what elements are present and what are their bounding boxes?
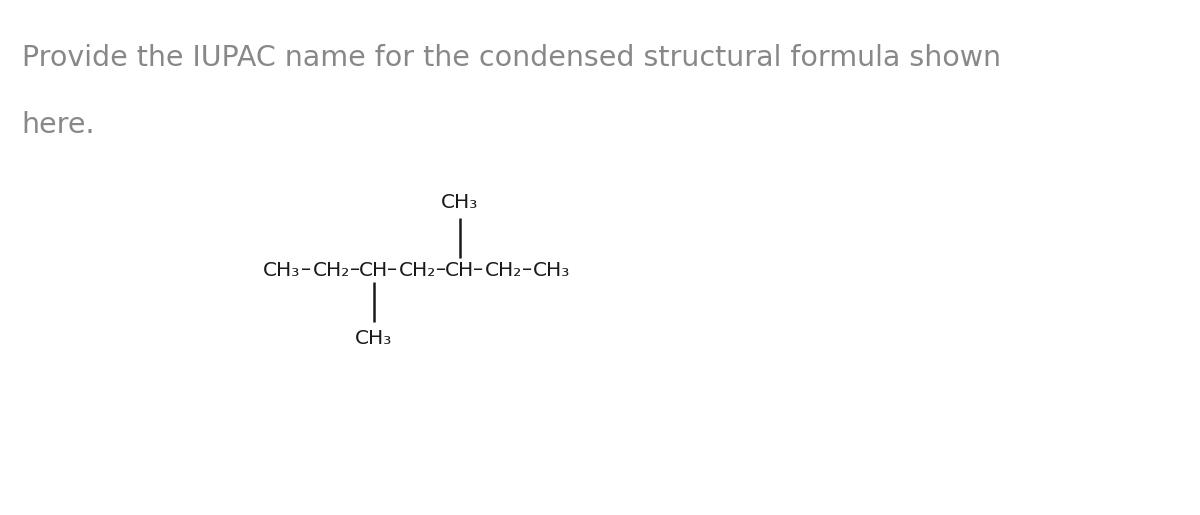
Text: CH₂: CH₂ <box>312 261 349 280</box>
Text: Provide the IUPAC name for the condensed structural formula shown: Provide the IUPAC name for the condensed… <box>22 44 1001 72</box>
Text: here.: here. <box>22 111 95 139</box>
Text: CH₂: CH₂ <box>398 261 436 280</box>
Text: –: – <box>437 261 446 280</box>
Text: –: – <box>301 261 312 280</box>
Text: CH₂: CH₂ <box>485 261 522 280</box>
Text: CH₃: CH₃ <box>263 261 301 280</box>
Text: –: – <box>350 261 360 280</box>
Text: CH: CH <box>445 261 475 280</box>
Text: –: – <box>474 261 484 280</box>
Text: –: – <box>388 261 397 280</box>
Text: CH₃: CH₃ <box>533 261 571 280</box>
Text: –: – <box>522 261 533 280</box>
Text: CH₃: CH₃ <box>355 329 392 348</box>
Text: CH₃: CH₃ <box>442 193 479 212</box>
Text: CH: CH <box>359 261 389 280</box>
